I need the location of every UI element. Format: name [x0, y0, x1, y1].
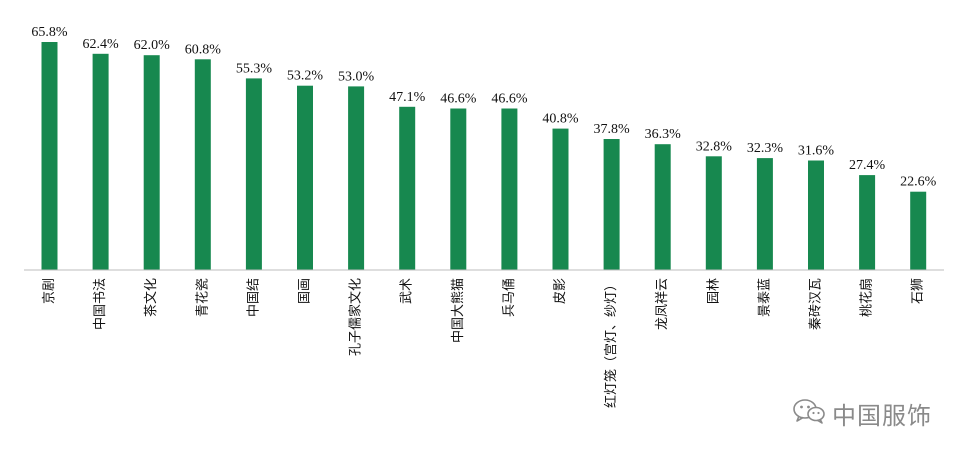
data-label-8: 46.6%	[440, 92, 477, 107]
data-label-17: 22.6%	[900, 175, 937, 190]
data-label-3: 60.8%	[185, 42, 222, 57]
category-labels-group: 京剧 中国书法 茶文化 青花瓷 中国结 国画 孔子儒家文化 武术 中国大熊猫 兵马俑 皮影 红灯笼（宫…	[42, 278, 926, 408]
data-label-12: 36.3%	[645, 127, 682, 142]
bar-6	[348, 86, 365, 271]
bar-15	[808, 160, 824, 270]
bar-13	[705, 156, 722, 270]
bar-5	[297, 85, 313, 270]
category-label-8: 中国大熊猫	[450, 278, 466, 343]
data-label-10: 40.8%	[542, 112, 579, 127]
data-label-1: 62.4%	[83, 37, 120, 52]
bar-17	[910, 191, 927, 270]
bar-8	[450, 108, 467, 270]
category-label-16: 桃花扇	[859, 278, 875, 317]
data-label-2: 62.0%	[134, 38, 171, 53]
bar-12	[654, 144, 671, 270]
category-label-6: 孔子儒家文化	[348, 278, 364, 356]
category-label-13: 园林	[706, 278, 721, 304]
category-label-17: 石狮	[911, 278, 926, 304]
data-label-4: 55.3%	[236, 61, 273, 76]
bar-1	[92, 53, 109, 270]
category-label-7: 武术	[400, 278, 415, 304]
data-label-11: 37.8%	[594, 122, 631, 137]
category-label-10: 皮影	[553, 278, 568, 304]
category-label-15: 秦砖汉瓦	[809, 278, 824, 330]
category-label-9: 兵马俑	[502, 278, 517, 317]
wechat-icon	[792, 397, 826, 430]
data-label-15: 31.6%	[798, 144, 835, 159]
category-label-2: 茶文化	[143, 278, 159, 317]
bar-4	[245, 78, 262, 271]
bar-16	[859, 175, 876, 270]
category-label-1: 中国书法	[93, 278, 108, 330]
data-label-16: 27.4%	[849, 158, 886, 173]
data-label-14: 32.3%	[747, 141, 784, 156]
data-label-0: 65.8%	[31, 25, 68, 40]
category-label-5: 国画	[298, 278, 313, 304]
data-label-9: 46.6%	[491, 92, 528, 107]
data-label-7: 47.1%	[389, 90, 426, 105]
data-label-6: 53.0%	[338, 69, 375, 84]
bar-14	[756, 158, 773, 270]
category-label-11: 红灯笼（宫灯、纱灯）	[603, 278, 619, 408]
category-label-12: 龙凤祥云	[655, 278, 670, 330]
bar-7	[399, 106, 416, 270]
category-label-0: 京剧	[42, 278, 57, 304]
watermark-text: 中国服饰	[832, 402, 932, 430]
bar-2	[143, 55, 160, 271]
category-label-14: 景泰蓝	[757, 278, 772, 317]
bar-10	[552, 128, 569, 270]
bar-3	[194, 59, 211, 270]
bar-9	[501, 108, 518, 270]
category-label-3: 青花瓷	[194, 278, 210, 317]
bar-0	[41, 42, 58, 270]
value-labels-group: 65.8% 62.4% 62.0% 60.8% 55.3% 53.2% 53.0% 47.1%…	[31, 25, 936, 190]
category-label-4: 中国结	[246, 278, 261, 317]
bar-11	[603, 139, 620, 270]
bars-group	[41, 42, 927, 271]
watermark: 中国服饰	[792, 396, 932, 431]
data-label-13: 32.8%	[696, 139, 733, 154]
data-label-5: 53.2%	[287, 69, 324, 84]
